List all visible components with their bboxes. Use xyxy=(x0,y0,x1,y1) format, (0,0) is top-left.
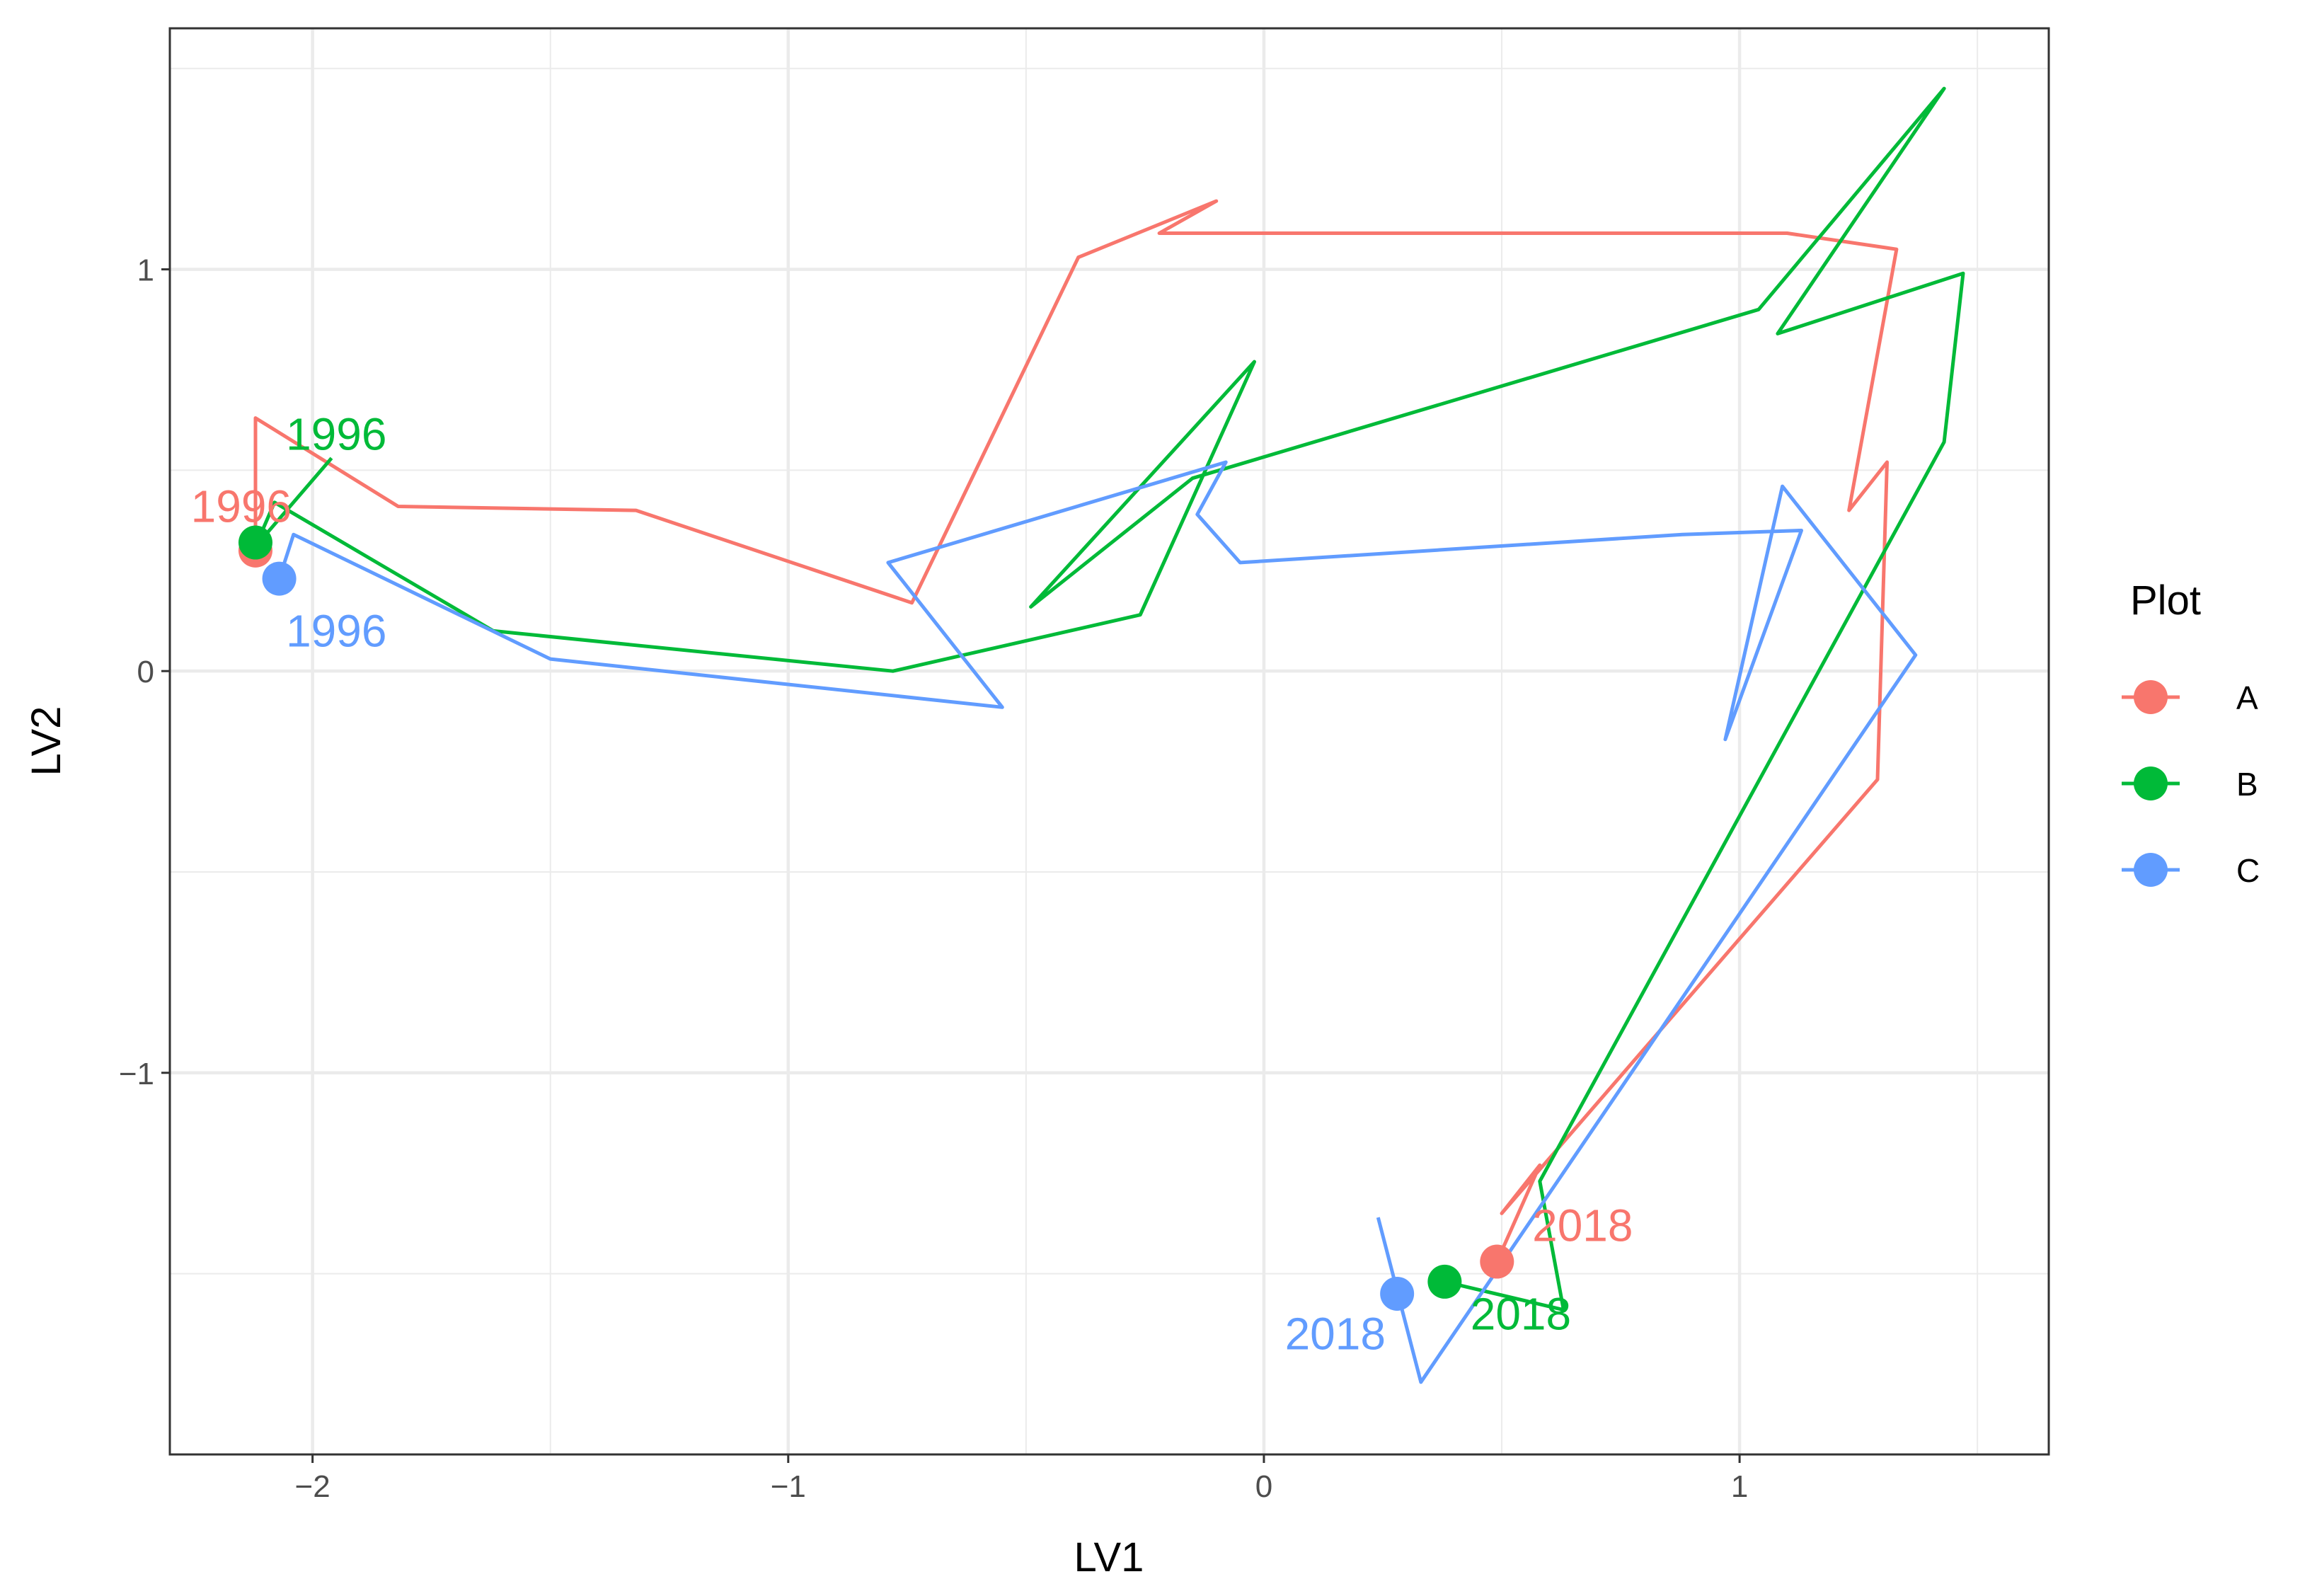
end-point-a xyxy=(1480,1244,1514,1279)
y-axis-title: LV2 xyxy=(23,706,69,776)
series-line-a xyxy=(253,199,1899,1263)
legend-item-b: B xyxy=(2122,766,2258,803)
legend-key-point xyxy=(2134,767,2168,800)
start-point-b xyxy=(238,525,272,560)
x-tick-label: −1 xyxy=(771,1469,806,1504)
year-label-a: 2018 xyxy=(1532,1200,1633,1251)
series-line-c xyxy=(277,460,1918,1384)
legend-key-point xyxy=(2134,853,2168,887)
legend-item-a: A xyxy=(2122,679,2258,716)
legend-label: C xyxy=(2236,852,2260,889)
legend-label: B xyxy=(2236,766,2258,803)
endpoint-labels: 1996 1996 1996 2018 2018 2018 xyxy=(191,408,1633,1359)
axes: −2 −1 0 1 −1 0 1 xyxy=(119,253,1749,1504)
year-label-b: 1996 xyxy=(286,408,386,459)
legend-item-c: C xyxy=(2122,852,2260,889)
year-label-a: 1996 xyxy=(191,481,292,532)
x-tick-label: −2 xyxy=(295,1469,330,1504)
legend: Plot A B C xyxy=(2122,578,2260,889)
end-point-c xyxy=(1380,1276,1415,1311)
x-tick-label: 0 xyxy=(1255,1469,1272,1504)
year-label-b: 2018 xyxy=(1471,1288,1571,1339)
end-point-b xyxy=(1427,1264,1462,1299)
start-point-c xyxy=(262,561,297,596)
endpoint-markers xyxy=(238,525,1514,1311)
year-label-c: 1996 xyxy=(286,605,386,656)
legend-title: Plot xyxy=(2130,578,2201,624)
grid xyxy=(170,28,2049,1454)
x-tick-label: 1 xyxy=(1731,1469,1748,1504)
x-axis-title: LV1 xyxy=(1074,1534,1144,1580)
year-label-c: 2018 xyxy=(1285,1309,1386,1360)
y-tick-label: 0 xyxy=(137,655,154,689)
y-tick-label: −1 xyxy=(119,1057,154,1091)
legend-items: A B C xyxy=(2122,679,2260,889)
legend-key-point xyxy=(2134,680,2168,714)
legend-label: A xyxy=(2236,679,2258,716)
series-line-b xyxy=(253,86,1965,1312)
series-lines xyxy=(253,86,1965,1384)
y-tick-label: 1 xyxy=(137,253,154,288)
panel-border xyxy=(168,27,2050,1456)
